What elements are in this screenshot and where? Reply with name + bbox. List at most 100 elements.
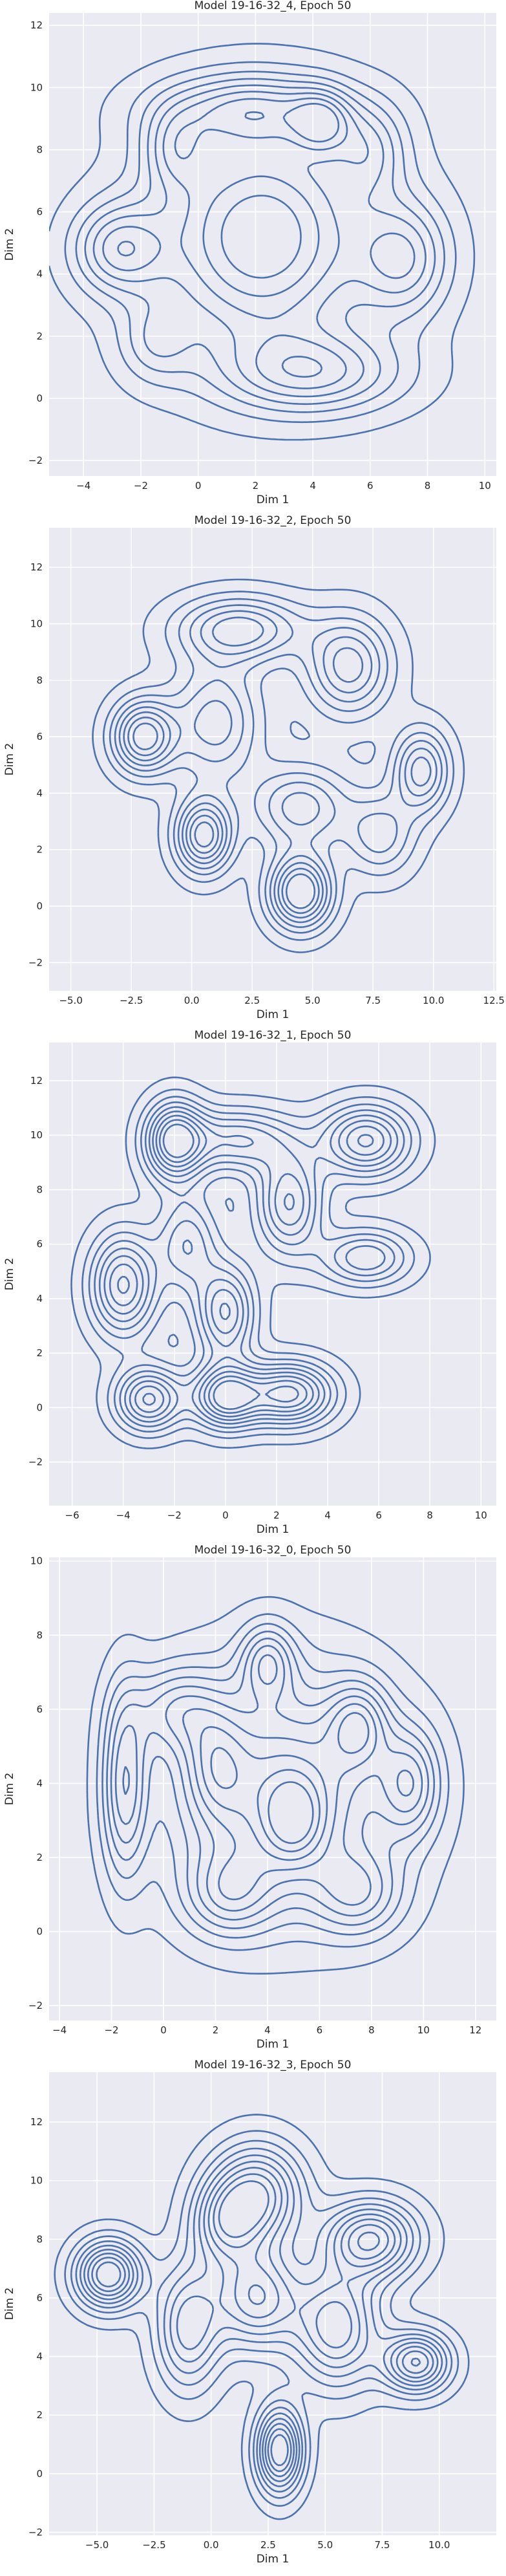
contour-level-6 (114, 1645, 423, 1912)
x-axis-label: Dim 1 (257, 2553, 290, 2566)
x-tick-label: −4 (52, 2024, 67, 2036)
x-tick-label: −6 (65, 1510, 79, 1521)
x-tick-label: 2 (213, 2024, 219, 2036)
x-tick-label: 0.0 (184, 995, 200, 1006)
y-tick-label: 0 (36, 1402, 43, 1413)
y-tick-label: 2 (36, 844, 43, 856)
contour-level-8 (117, 1119, 374, 1414)
contour-level-8 (132, 722, 316, 909)
x-tick-label: 10.0 (423, 995, 444, 1006)
contour-level-6 (123, 616, 432, 919)
contour-level-4 (106, 1630, 436, 1929)
contour-level-8 (91, 2173, 429, 2473)
contour-level-6 (103, 1110, 392, 1422)
x-tick-label: 10 (475, 1510, 487, 1521)
y-tick-label: −2 (28, 455, 43, 466)
x-tick-label: 6 (317, 2024, 323, 2036)
x-tick-label: 4 (264, 2024, 271, 2036)
x-axis-label: Dim 1 (257, 1008, 290, 1021)
y-tick-label: 12 (30, 2116, 43, 2128)
x-tick-label: −5.0 (85, 2539, 109, 2551)
contour-level-3 (75, 70, 445, 413)
x-tick-label: 2.5 (260, 2539, 276, 2551)
contour-level-2 (96, 1613, 450, 1951)
contour-level-9 (162, 1123, 300, 1411)
x-tick-label: 2.5 (244, 995, 260, 1006)
contour-level-2 (102, 590, 455, 941)
x-tick-label: 10 (479, 480, 491, 492)
y-tick-label: 8 (36, 1184, 43, 1195)
x-tick-label: 0.0 (204, 2539, 219, 2551)
y-tick-label: 10 (30, 618, 43, 629)
y-tick-label: 6 (36, 1239, 43, 1250)
contour-level-7 (122, 1654, 414, 1901)
y-tick-label: 4 (36, 268, 43, 280)
x-tick-label: 12.5 (483, 995, 505, 1006)
chart-title: Model 19-16-32_3, Epoch 50 (195, 2059, 352, 2072)
plot-area (49, 13, 496, 476)
kde-chart-3: −6 −4 −2 0 2 4 6 8 10 −2 0 2 4 6 8 10 12 Model 19-16-32_1… (3, 1030, 496, 1536)
y-tick-label: 10 (30, 81, 43, 93)
y-tick-label: 8 (36, 675, 43, 686)
contour-level-3 (88, 1096, 412, 1433)
contour-level-4 (94, 1101, 405, 1429)
y-tick-label: 12 (30, 561, 43, 573)
y-tick-label: 2 (36, 2409, 43, 2421)
chart-title: Model 19-16-32_0, Epoch 50 (195, 1544, 352, 1557)
y-tick-label: 0 (36, 900, 43, 912)
contour-level-6 (102, 91, 416, 389)
plot-area (49, 1043, 496, 1506)
kde-chart-4: −4 −2 0 2 4 6 8 10 12 −2 0 2 4 6 8 10 Model 19-16-32_0, … (3, 1544, 496, 2051)
contour-level-5 (98, 1106, 399, 1425)
contour-level-2 (64, 61, 457, 424)
y-tick-label: 10 (30, 2175, 43, 2187)
contour-level-8 (220, 103, 340, 279)
contour-level-2 (81, 1088, 421, 1439)
contour-level-8 (200, 1712, 370, 1861)
y-tick-label: 6 (36, 1704, 43, 1715)
contour-level-10 (268, 1781, 314, 1845)
x-tick-label: 7.5 (365, 995, 381, 1006)
x-tick-label: 0 (160, 2024, 167, 2036)
y-tick-label: 0 (36, 1926, 43, 1938)
contour-level-7 (117, 97, 348, 378)
x-tick-label: 10.0 (428, 2539, 450, 2551)
x-tick-label: 2 (273, 1510, 280, 1521)
y-tick-label: −2 (28, 957, 43, 968)
y-tick-label: 6 (36, 2292, 43, 2304)
y-axis-label: Dim 2 (3, 743, 16, 776)
contour-level-1 (92, 578, 465, 953)
x-tick-label: 10 (417, 2024, 430, 2036)
x-tick-label: 4 (324, 1510, 331, 1521)
y-tick-label: 4 (36, 1293, 43, 1304)
contour-level-4 (84, 78, 436, 406)
y-axis-label: Dim 2 (3, 1258, 16, 1291)
y-tick-label: 2 (36, 330, 43, 342)
x-tick-label: 12 (469, 2024, 481, 2036)
y-tick-label: 0 (36, 393, 43, 404)
y-tick-label: 0 (36, 2468, 43, 2480)
y-axis-label: Dim 2 (3, 2288, 16, 2321)
x-tick-label: −2 (167, 1510, 182, 1521)
contour-level-7 (109, 1114, 385, 1418)
contour-level-9 (96, 2180, 421, 2466)
y-tick-label: 12 (30, 1075, 43, 1087)
y-axis-label: Dim 2 (3, 1773, 16, 1806)
contour-level-7 (127, 716, 320, 915)
x-axis-label: Dim 1 (257, 493, 290, 506)
y-tick-label: −2 (28, 2000, 43, 2011)
contour-level-6 (83, 2160, 439, 2482)
contour-level-1 (70, 1076, 436, 1449)
x-tick-label: −4 (116, 1510, 131, 1521)
x-tick-label: 6 (367, 480, 374, 492)
chart-title: Model 19-16-32_1, Epoch 50 (195, 1030, 352, 1042)
kde-chart-1: −4 −2 0 2 4 6 8 10 −2 0 2 4 6 8 10 12 Model 19-16-32_4, … (3, 0, 496, 506)
y-tick-label: 12 (30, 19, 43, 31)
y-tick-label: 4 (36, 787, 43, 799)
contour-level-5 (79, 2154, 443, 2487)
contour-level-2 (64, 2130, 459, 2507)
x-tick-label: 2 (253, 480, 259, 492)
x-tick-label: 8 (425, 480, 431, 492)
contour-level-5 (118, 610, 437, 924)
x-tick-label: 8 (368, 2024, 375, 2036)
